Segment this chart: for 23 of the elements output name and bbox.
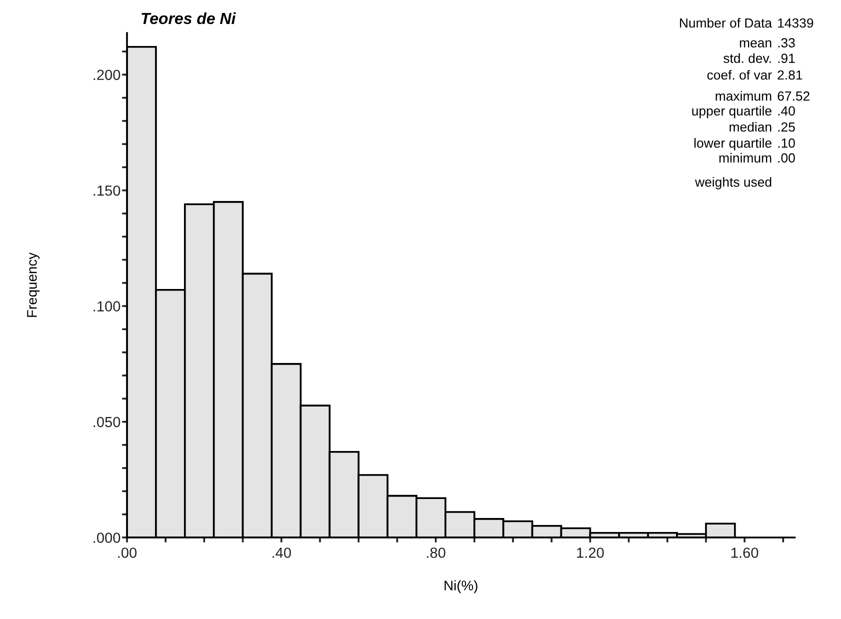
annotation: coef. of var 2.81 [707,70,802,80]
annotation: lower quartile .10 [694,138,795,150]
y-tick-label: .100 [94,301,120,312]
text: Number of Data 14339 [680,18,814,28]
annotation: minimum .00 [719,152,795,163]
x-tick-label: .80 [426,548,446,558]
y-axis-title: Frequency [27,252,40,317]
annotation: median .25 [730,122,795,132]
annotation: mean .33 [740,38,795,48]
annotation: maximum 67.52 [716,91,810,101]
x-tick-label: 1.20 [577,548,604,558]
x-axis-title: Ni(%) [444,580,478,594]
x-tick-label: 1.60 [731,548,758,558]
annotation: std. dev. .91 [724,53,795,63]
annotation: upper quartile .40 [692,106,795,118]
y-tick-label: .150 [94,185,120,196]
y-tick-label: .050 [94,416,120,428]
y-tick-label: .200 [94,70,120,80]
x-tick-label: .40 [272,548,291,558]
y-tick-label: .000 [94,532,120,543]
chart-title: Teores de Ni [142,12,236,24]
annotation: weights used [695,177,772,190]
x-tick-label: .00 [118,548,137,558]
